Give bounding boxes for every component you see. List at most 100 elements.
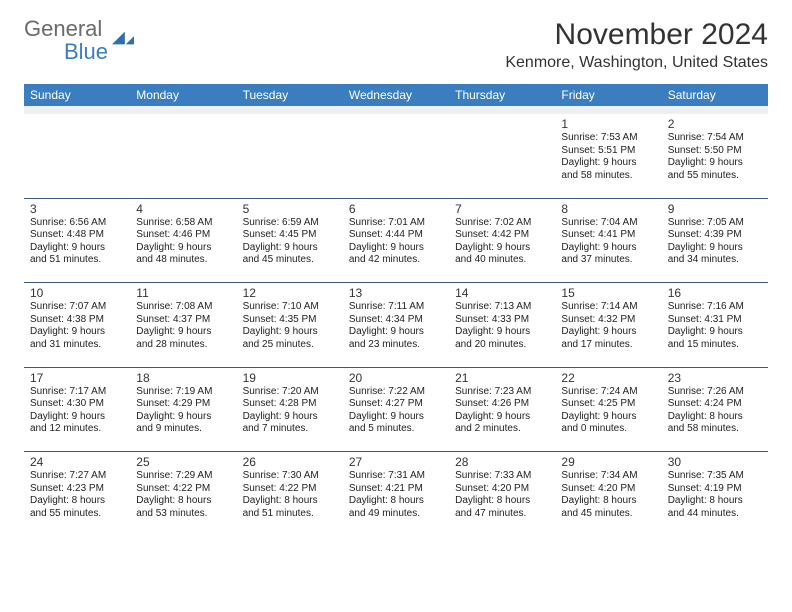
day-header: Saturday [662, 84, 768, 106]
sunrise-line: Sunrise: 7:24 AM [561, 386, 655, 399]
daylight-line: Daylight: 9 hours [668, 157, 762, 170]
sunset-line: Sunset: 4:20 PM [561, 483, 655, 496]
daylight-line: Daylight: 9 hours [243, 411, 337, 424]
day-number: 9 [668, 202, 762, 216]
sunrise-line: Sunrise: 7:17 AM [30, 386, 124, 399]
sunrise-line: Sunrise: 7:30 AM [243, 470, 337, 483]
sunrise-line: Sunrise: 7:31 AM [349, 470, 443, 483]
daylight-line: and 23 minutes. [349, 339, 443, 352]
daylight-line: Daylight: 9 hours [668, 326, 762, 339]
week-row: 24Sunrise: 7:27 AMSunset: 4:23 PMDayligh… [24, 452, 768, 536]
sunrise-line: Sunrise: 7:27 AM [30, 470, 124, 483]
day-number: 21 [455, 371, 549, 385]
daylight-line: Daylight: 9 hours [243, 242, 337, 255]
day-number: 2 [668, 117, 762, 131]
sunset-line: Sunset: 4:46 PM [136, 229, 230, 242]
day-cell: 4Sunrise: 6:58 AMSunset: 4:46 PMDaylight… [130, 199, 236, 283]
day-cell: 19Sunrise: 7:20 AMSunset: 4:28 PMDayligh… [237, 368, 343, 452]
daylight-line: Daylight: 8 hours [668, 411, 762, 424]
daylight-line: and 37 minutes. [561, 254, 655, 267]
day-number: 27 [349, 455, 443, 469]
sunrise-line: Sunrise: 7:34 AM [561, 470, 655, 483]
daylight-line: Daylight: 9 hours [30, 242, 124, 255]
day-cell: 16Sunrise: 7:16 AMSunset: 4:31 PMDayligh… [662, 283, 768, 367]
daylight-line: and 48 minutes. [136, 254, 230, 267]
sunrise-line: Sunrise: 7:02 AM [455, 217, 549, 230]
daylight-line: and 7 minutes. [243, 423, 337, 436]
sunrise-line: Sunrise: 7:04 AM [561, 217, 655, 230]
day-number: 15 [561, 286, 655, 300]
day-cell: 10Sunrise: 7:07 AMSunset: 4:38 PMDayligh… [24, 283, 130, 367]
daylight-line: and 47 minutes. [455, 508, 549, 521]
brand-sail-icon [112, 31, 134, 45]
daylight-line: and 53 minutes. [136, 508, 230, 521]
sunrise-line: Sunrise: 7:19 AM [136, 386, 230, 399]
day-cell [237, 114, 343, 198]
day-number: 30 [668, 455, 762, 469]
sunset-line: Sunset: 4:34 PM [349, 314, 443, 327]
daylight-line: and 40 minutes. [455, 254, 549, 267]
day-cell: 12Sunrise: 7:10 AMSunset: 4:35 PMDayligh… [237, 283, 343, 367]
calendar-body: 1Sunrise: 7:53 AMSunset: 5:51 PMDaylight… [24, 114, 768, 536]
sunrise-line: Sunrise: 7:22 AM [349, 386, 443, 399]
sunset-line: Sunset: 4:26 PM [455, 398, 549, 411]
day-number: 26 [243, 455, 337, 469]
day-header: Wednesday [343, 84, 449, 106]
day-number: 16 [668, 286, 762, 300]
day-number: 4 [136, 202, 230, 216]
sunrise-line: Sunrise: 7:10 AM [243, 301, 337, 314]
day-cell: 7Sunrise: 7:02 AMSunset: 4:42 PMDaylight… [449, 199, 555, 283]
daylight-line: and 51 minutes. [30, 254, 124, 267]
sunset-line: Sunset: 4:30 PM [30, 398, 124, 411]
sunrise-line: Sunrise: 7:33 AM [455, 470, 549, 483]
day-header: Thursday [449, 84, 555, 106]
sunset-line: Sunset: 4:48 PM [30, 229, 124, 242]
daylight-line: Daylight: 9 hours [668, 242, 762, 255]
daylight-line: and 28 minutes. [136, 339, 230, 352]
daylight-line: Daylight: 8 hours [561, 495, 655, 508]
day-number: 29 [561, 455, 655, 469]
day-cell: 13Sunrise: 7:11 AMSunset: 4:34 PMDayligh… [343, 283, 449, 367]
daylight-line: and 31 minutes. [30, 339, 124, 352]
daylight-line: Daylight: 9 hours [455, 242, 549, 255]
sunset-line: Sunset: 4:39 PM [668, 229, 762, 242]
day-number: 3 [30, 202, 124, 216]
sunset-line: Sunset: 4:24 PM [668, 398, 762, 411]
sunrise-line: Sunrise: 7:16 AM [668, 301, 762, 314]
day-number: 17 [30, 371, 124, 385]
day-number: 23 [668, 371, 762, 385]
sunset-line: Sunset: 4:28 PM [243, 398, 337, 411]
daylight-line: Daylight: 9 hours [136, 242, 230, 255]
daylight-line: and 58 minutes. [668, 423, 762, 436]
day-cell: 22Sunrise: 7:24 AMSunset: 4:25 PMDayligh… [555, 368, 661, 452]
sunrise-line: Sunrise: 7:14 AM [561, 301, 655, 314]
daylight-line: Daylight: 8 hours [668, 495, 762, 508]
sunrise-line: Sunrise: 7:07 AM [30, 301, 124, 314]
day-cell: 28Sunrise: 7:33 AMSunset: 4:20 PMDayligh… [449, 452, 555, 536]
day-cell: 26Sunrise: 7:30 AMSunset: 4:22 PMDayligh… [237, 452, 343, 536]
daylight-line: and 55 minutes. [668, 170, 762, 183]
day-number: 5 [243, 202, 337, 216]
daylight-line: Daylight: 9 hours [561, 157, 655, 170]
calendar-table: Sunday Monday Tuesday Wednesday Thursday… [24, 84, 768, 536]
sunrise-line: Sunrise: 6:56 AM [30, 217, 124, 230]
sunset-line: Sunset: 4:42 PM [455, 229, 549, 242]
day-cell: 6Sunrise: 7:01 AMSunset: 4:44 PMDaylight… [343, 199, 449, 283]
sunrise-line: Sunrise: 7:13 AM [455, 301, 549, 314]
day-cell: 21Sunrise: 7:23 AMSunset: 4:26 PMDayligh… [449, 368, 555, 452]
day-cell: 18Sunrise: 7:19 AMSunset: 4:29 PMDayligh… [130, 368, 236, 452]
sunset-line: Sunset: 4:45 PM [243, 229, 337, 242]
day-header: Friday [555, 84, 661, 106]
sunset-line: Sunset: 4:37 PM [136, 314, 230, 327]
daylight-line: Daylight: 9 hours [136, 326, 230, 339]
title-month: November 2024 [505, 18, 768, 52]
sunrise-line: Sunrise: 7:11 AM [349, 301, 443, 314]
sunrise-line: Sunrise: 7:08 AM [136, 301, 230, 314]
daylight-line: and 17 minutes. [561, 339, 655, 352]
day-number: 22 [561, 371, 655, 385]
day-header: Sunday [24, 84, 130, 106]
daylight-line: and 0 minutes. [561, 423, 655, 436]
sunset-line: Sunset: 4:38 PM [30, 314, 124, 327]
day-header: Monday [130, 84, 236, 106]
sunset-line: Sunset: 4:29 PM [136, 398, 230, 411]
